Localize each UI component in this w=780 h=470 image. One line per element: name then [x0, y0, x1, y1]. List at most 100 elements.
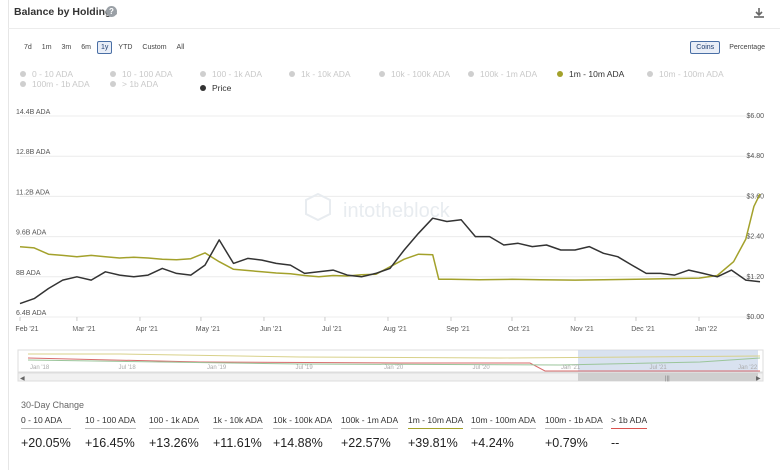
series-line-1m-10m-ada [19, 193, 761, 281]
widget-header: Balance by Holdings ? [8, 0, 780, 29]
navigator-label: Jan '20 [384, 365, 404, 371]
legend-dot-icon [468, 71, 474, 77]
watermark-text: intotheblock [343, 200, 451, 222]
navigator-scrollbar[interactable] [17, 372, 764, 382]
legend-label: 1k - 10k ADA [301, 69, 351, 79]
change-value: +4.24% [471, 436, 514, 450]
x-tick-label: Jun '21 [260, 326, 282, 333]
range-button-3m[interactable]: 3m [57, 41, 76, 54]
change-value: +20.05% [21, 436, 71, 450]
legend-item[interactable]: 10 - 100 ADA [110, 69, 173, 79]
download-icon[interactable] [752, 6, 766, 20]
range-button-1y[interactable]: 1y [97, 41, 113, 54]
help-icon[interactable]: ? [106, 6, 117, 17]
legend-label: 10 - 100 ADA [122, 69, 173, 79]
y-left-tick: 11.2B ADA [16, 189, 50, 196]
navigator-selection[interactable] [578, 350, 758, 372]
navigator-scroll-thumb[interactable] [578, 373, 758, 381]
legend-dot-icon [379, 71, 385, 77]
legend-label: > 1b ADA [122, 79, 159, 89]
legend-dot-icon [647, 71, 653, 77]
legend-item[interactable]: 1k - 10k ADA [289, 69, 351, 79]
mode-button-coins[interactable]: Coins [690, 41, 721, 54]
y-left-tick: 9.6B ADA [16, 230, 47, 237]
change-label: 10k - 100k ADA [273, 415, 333, 429]
legend-dot-icon [200, 85, 206, 91]
x-tick-label: Jul '21 [322, 326, 342, 333]
y-right-tick: $6.00 [746, 113, 764, 120]
change-item: 10 - 100 ADA +16.45% [85, 415, 136, 450]
balance-chart: 14.4B ADA 12.8B ADA 11.2B ADA 9.6B ADA 8B AD… [15, 109, 764, 382]
legend-label: 10m - 100m ADA [659, 69, 724, 79]
y-left-tick: 12.8B ADA [16, 149, 51, 156]
change-value: -- [611, 436, 620, 450]
x-tick-label: Oct '21 [508, 326, 530, 333]
legend-dot-icon [557, 71, 563, 77]
change-title: 30-Day Change [21, 400, 85, 410]
legend-dot-icon [289, 71, 295, 77]
legend-dot-icon [200, 71, 206, 77]
legend-label: 100k - 1m ADA [480, 69, 538, 79]
widget-title: Balance by Holdings [14, 6, 118, 18]
range-button-ytd[interactable]: YTD [114, 41, 137, 54]
legend-item[interactable]: 1m - 10m ADA [557, 69, 624, 79]
change-value: +39.81% [408, 436, 458, 450]
range-navigator[interactable]: Jan '18 Jul '18 Jan '19 Jul '19 Jan '20 Jul '… [17, 349, 764, 382]
navigator-label: Jul '18 [119, 365, 137, 371]
range-button-custom[interactable]: Custom [138, 41, 171, 54]
legend-label: 1m - 10m ADA [569, 69, 625, 79]
range-button-1m[interactable]: 1m [37, 41, 56, 54]
legend-dot-icon [110, 81, 116, 87]
scroll-grip-icon[interactable]: ||| [665, 376, 670, 382]
change-item: 1k - 10k ADA +11.61% [213, 415, 263, 450]
navigator-label: Jul '20 [473, 365, 491, 371]
legend-item[interactable]: 10m - 100m ADA [647, 69, 724, 79]
change-value: +0.79% [545, 436, 588, 450]
navigator-series-line [28, 353, 761, 359]
range-button-6m[interactable]: 6m [77, 41, 95, 54]
mode-button-percentage[interactable]: Percentage [723, 41, 771, 54]
legend-item[interactable]: 100 - 1k ADA [200, 69, 262, 79]
series-line-price [19, 217, 761, 305]
legend-item[interactable]: > 1b ADA [110, 79, 158, 89]
legend-item[interactable]: Price [200, 83, 231, 93]
change-item: 1m - 10m ADA +39.81% [408, 415, 464, 450]
y-left-tick: 14.4B ADA [16, 109, 51, 116]
change-label: 0 - 10 ADA [21, 415, 71, 429]
x-tick-label: Aug '21 [383, 326, 407, 333]
change-value: +13.26% [149, 436, 199, 450]
legend-item[interactable]: 10k - 100k ADA [379, 69, 450, 79]
scroll-right-arrow-icon[interactable]: ▶ [756, 376, 761, 382]
navigator-label: Jan '19 [207, 365, 227, 371]
change-item: 100m - 1b ADA +0.79% [545, 415, 603, 450]
legend-item[interactable]: 100k - 1m ADA [468, 69, 537, 79]
range-button-7d[interactable]: 7d [20, 41, 36, 54]
change-label: 100m - 1b ADA [545, 415, 603, 429]
change-value: +14.88% [273, 436, 323, 450]
change-label: 1k - 10k ADA [213, 415, 263, 429]
x-tick-label: Apr '21 [136, 326, 158, 333]
legend-dot-icon [110, 71, 116, 77]
scroll-left-arrow-icon[interactable]: ◀ [20, 376, 25, 382]
x-tick-label: Jan '22 [695, 326, 717, 333]
change-item: > 1b ADA -- [611, 415, 648, 450]
x-tick-label: May '21 [196, 326, 220, 333]
change-label: 10 - 100 ADA [85, 415, 136, 429]
change-label: 10m - 100m ADA [471, 415, 536, 429]
legend-dot-icon [20, 71, 26, 77]
watermark: intotheblock [305, 192, 451, 222]
navigator-series-line [27, 357, 761, 366]
change-label: > 1b ADA [611, 415, 648, 429]
change-value: +11.61% [213, 436, 262, 450]
change-item: 0 - 10 ADA +20.05% [21, 415, 71, 450]
range-button-all[interactable]: All [172, 41, 189, 54]
legend-label: 100m - 1b ADA [32, 79, 90, 89]
watermark-logo-icon [305, 192, 331, 222]
change-value: +22.57% [341, 436, 391, 450]
legend-item[interactable]: 0 - 10 ADA [20, 69, 73, 79]
y-right-tick: $0.00 [746, 314, 764, 321]
navigator-series-line [27, 357, 760, 372]
y-right-tick: $1.20 [746, 274, 764, 281]
legend-item[interactable]: 100m - 1b ADA [20, 79, 90, 89]
range-selector: 7d 1m 3m 6m 1y YTD Custom All [20, 41, 189, 54]
